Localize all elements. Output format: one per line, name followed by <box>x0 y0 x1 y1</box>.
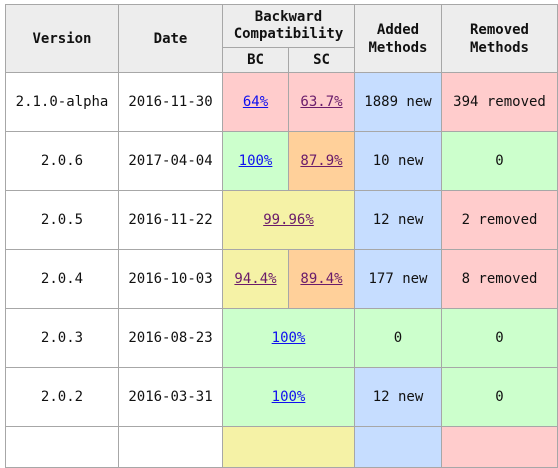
date-cell: 2016-11-30 <box>118 72 223 132</box>
date-cell: 2016-08-23 <box>118 308 223 368</box>
compatibility-table: Version Date Backward Compatibility Adde… <box>5 4 558 468</box>
bc-link[interactable]: 100% <box>238 153 273 169</box>
compatibility-link[interactable]: 100% <box>271 330 306 346</box>
compatibility-link[interactable]: 99.96% <box>263 212 314 228</box>
version-cell: 2.0.2 <box>5 367 119 427</box>
added-methods-cell: 10 new <box>354 131 442 191</box>
bc-link[interactable]: 94.4% <box>234 271 277 287</box>
table-row: 2.0.2 2016-03-31 100% 12 new 0 <box>5 367 558 427</box>
header-added-methods: Added Methods <box>354 4 442 73</box>
removed-methods-cell: 0 <box>441 131 558 191</box>
date-cell: 2016-03-31 <box>118 367 223 427</box>
sc-link[interactable]: 63.7% <box>300 94 343 110</box>
version-cell <box>5 426 119 468</box>
table-row: 2.1.0-alpha 2016-11-30 64% 63.7% 1889 ne… <box>5 72 558 132</box>
header-date: Date <box>118 4 223 73</box>
compatibility-cell: 100% <box>222 367 355 427</box>
added-methods-cell: 177 new <box>354 249 442 309</box>
sc-cell: 87.9% <box>288 131 355 191</box>
header-removed-methods: Removed Methods <box>441 4 558 73</box>
removed-methods-cell <box>441 426 558 468</box>
added-methods-cell <box>354 426 442 468</box>
table-row <box>5 426 558 468</box>
removed-methods-cell: 0 <box>441 308 558 368</box>
added-methods-cell: 1889 new <box>354 72 442 132</box>
table-row: 2.0.4 2016-10-03 94.4% 89.4% 177 new 8 r… <box>5 249 558 309</box>
removed-methods-cell: 0 <box>441 367 558 427</box>
removed-methods-cell: 2 removed <box>441 190 558 250</box>
added-methods-cell: 0 <box>354 308 442 368</box>
bc-cell: 64% <box>222 72 289 132</box>
sc-cell: 89.4% <box>288 249 355 309</box>
removed-methods-cell: 8 removed <box>441 249 558 309</box>
compatibility-link[interactable]: 100% <box>271 389 306 405</box>
date-cell: 2016-11-22 <box>118 190 223 250</box>
version-cell: 2.1.0-alpha <box>5 72 119 132</box>
added-methods-cell: 12 new <box>354 190 442 250</box>
table-row: 2.0.5 2016-11-22 99.96% 12 new 2 removed <box>5 190 558 250</box>
version-cell: 2.0.5 <box>5 190 119 250</box>
bc-link[interactable]: 64% <box>242 94 269 110</box>
sc-cell: 63.7% <box>288 72 355 132</box>
added-methods-cell: 12 new <box>354 367 442 427</box>
bc-cell: 94.4% <box>222 249 289 309</box>
removed-methods-cell: 394 removed <box>441 72 558 132</box>
compatibility-cell <box>222 426 355 468</box>
compatibility-cell: 100% <box>222 308 355 368</box>
header-version: Version <box>5 4 119 73</box>
header-sc: SC <box>288 47 355 73</box>
sc-link[interactable]: 87.9% <box>300 153 343 169</box>
version-cell: 2.0.4 <box>5 249 119 309</box>
header-bc: BC <box>222 47 289 73</box>
table-row: 2.0.3 2016-08-23 100% 0 0 <box>5 308 558 368</box>
date-cell: 2017-04-04 <box>118 131 223 191</box>
bc-cell: 100% <box>222 131 289 191</box>
date-cell: 2016-10-03 <box>118 249 223 309</box>
version-cell: 2.0.3 <box>5 308 119 368</box>
sc-link[interactable]: 89.4% <box>300 271 343 287</box>
compatibility-cell: 99.96% <box>222 190 355 250</box>
date-cell <box>118 426 223 468</box>
header-backward-compatibility: Backward Compatibility <box>222 4 355 48</box>
version-cell: 2.0.6 <box>5 131 119 191</box>
table-row: 2.0.6 2017-04-04 100% 87.9% 10 new 0 <box>5 131 558 191</box>
